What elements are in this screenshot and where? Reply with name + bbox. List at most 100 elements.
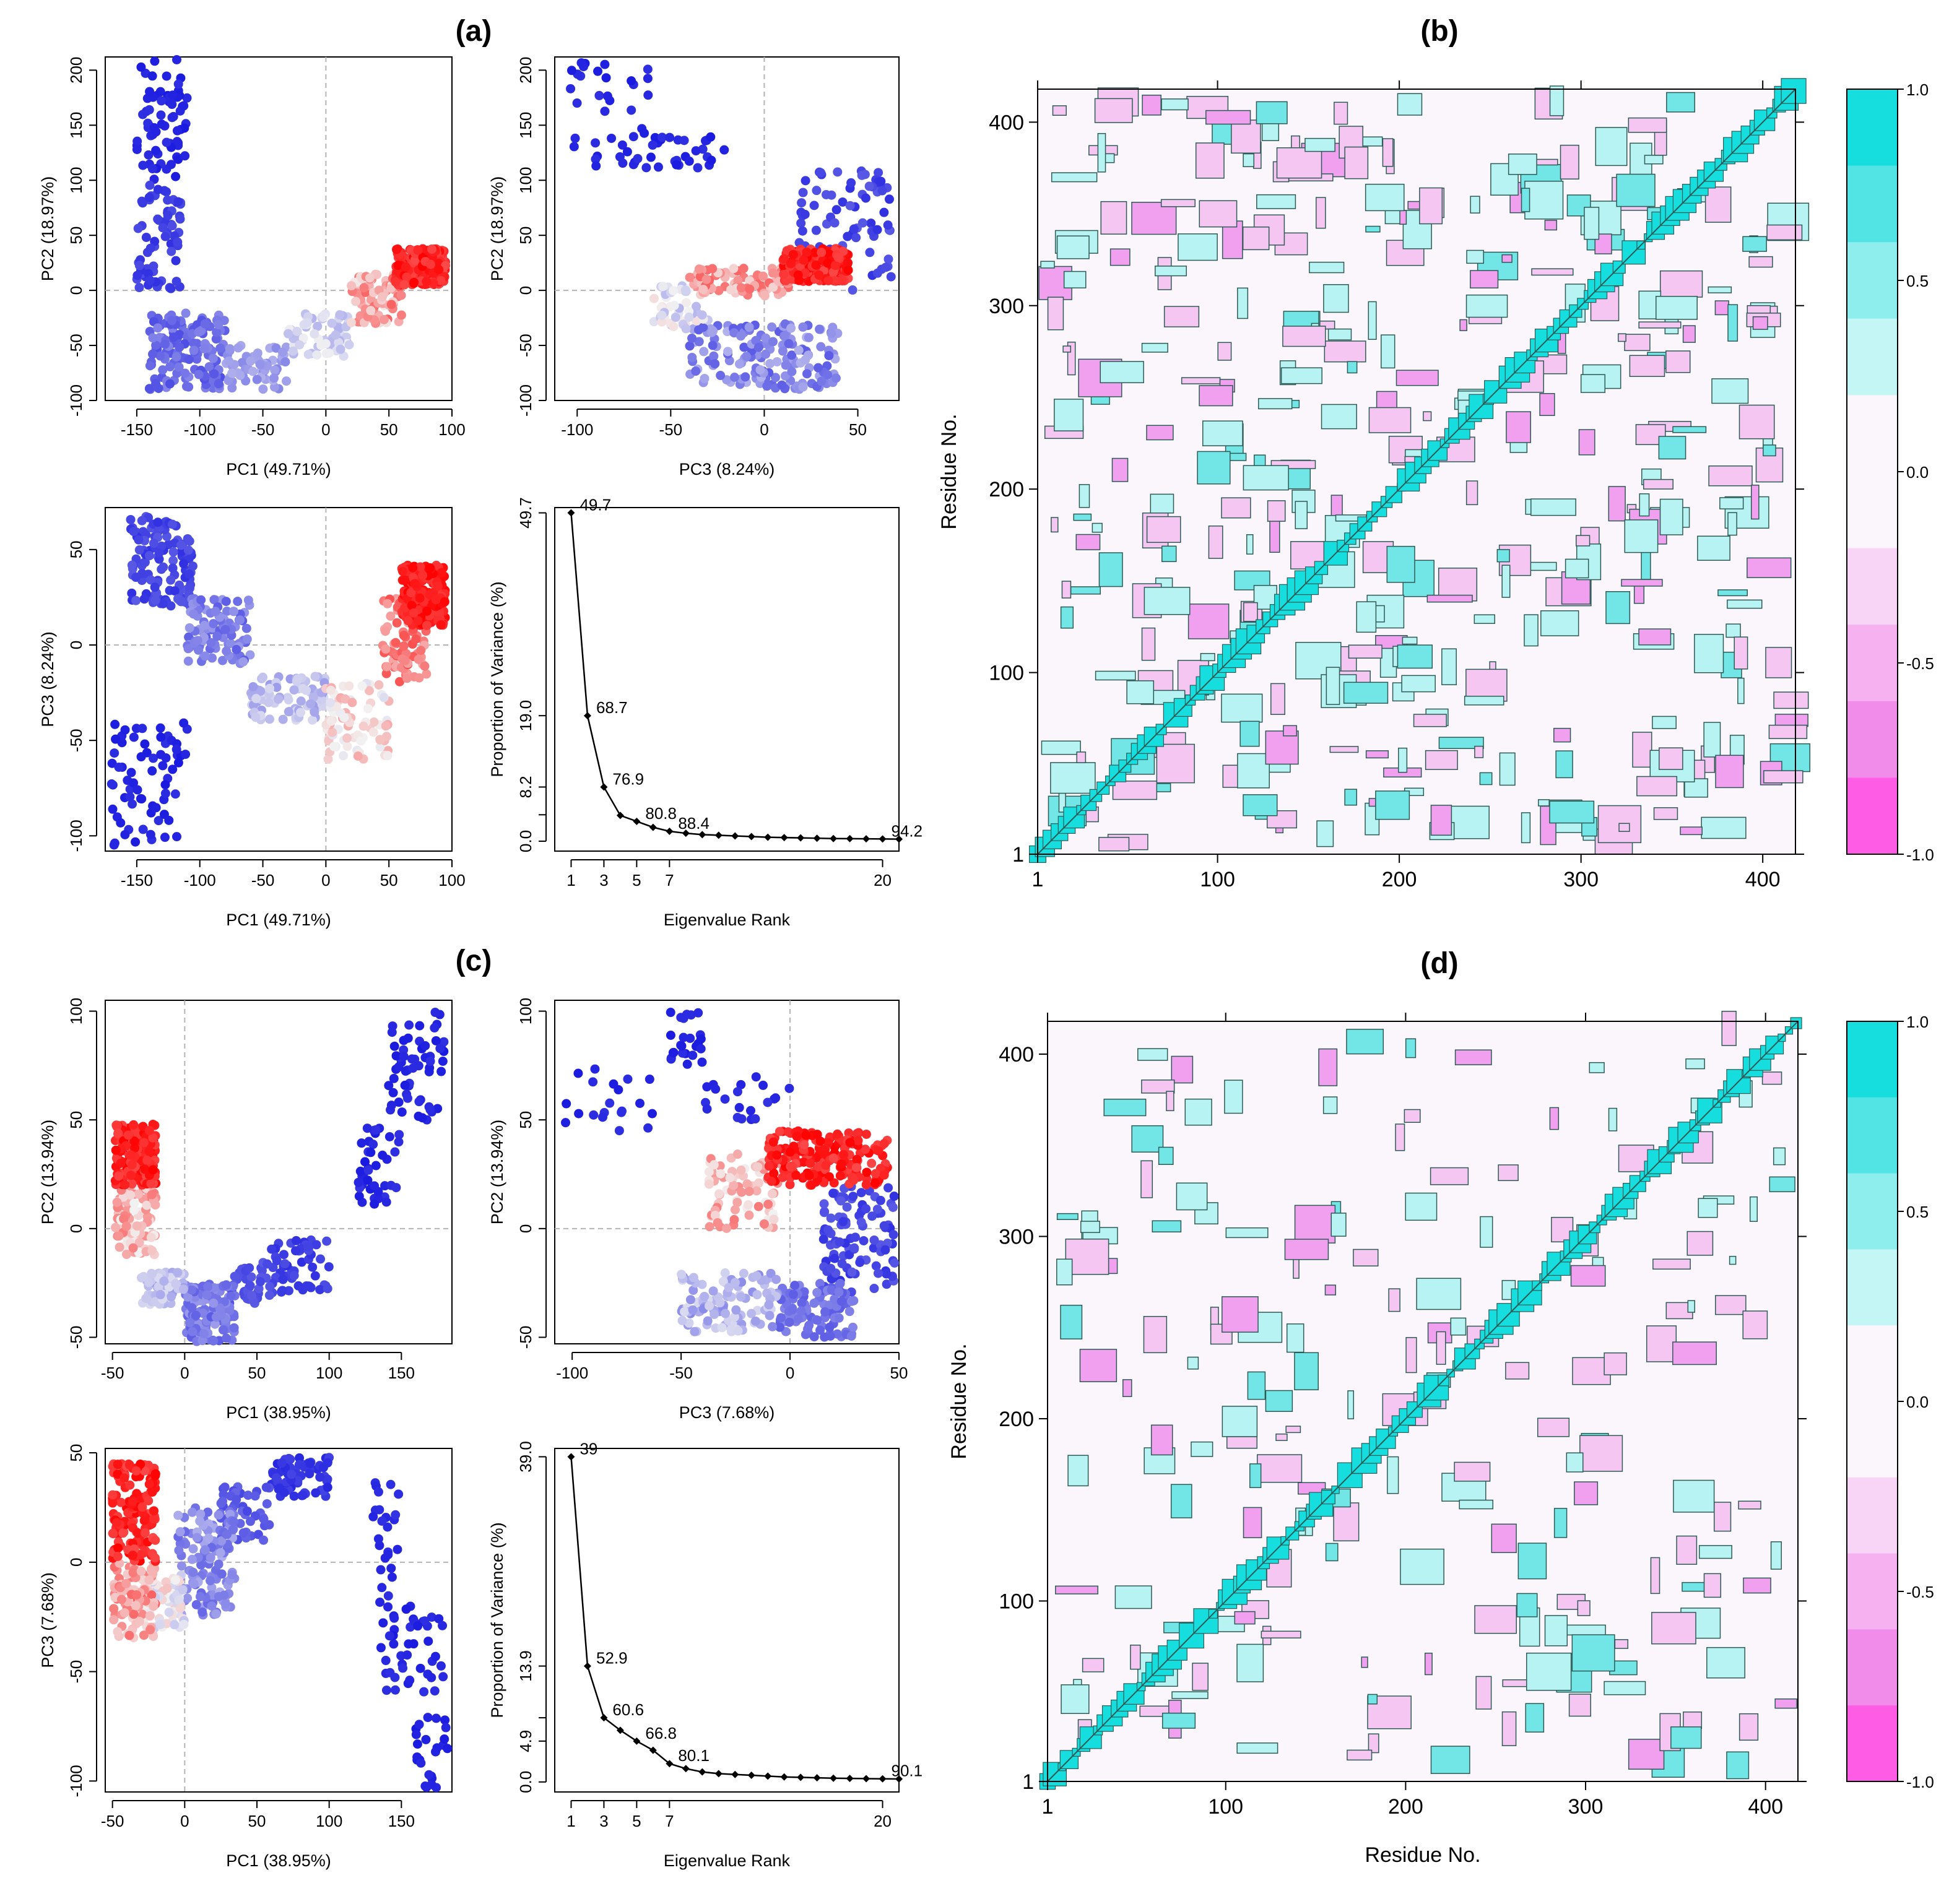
data-point — [729, 1312, 739, 1322]
x-tick-label: 0 — [760, 420, 768, 439]
negative-correlation-patch — [1368, 798, 1376, 807]
y-tick-label: 300 — [989, 295, 1024, 318]
data-point — [417, 1113, 427, 1123]
data-point — [111, 1222, 121, 1232]
y-tick-label: 50 — [67, 1444, 85, 1462]
data-point — [723, 347, 733, 357]
negative-correlation-patch — [1632, 732, 1652, 768]
data-point — [139, 1138, 149, 1148]
data-point — [704, 1301, 714, 1311]
data-point — [323, 1482, 332, 1492]
data-point — [128, 799, 137, 809]
x-tick-label: 100 — [438, 871, 465, 889]
y-axis-title: PC2 (13.94%) — [38, 1120, 57, 1225]
data-point — [693, 1008, 703, 1018]
data-point — [196, 595, 206, 605]
data-point — [227, 1570, 237, 1580]
data-point — [175, 342, 184, 352]
y-tick-label: 19.0 — [516, 700, 535, 732]
data-point — [326, 716, 336, 726]
data-point — [253, 348, 263, 358]
data-point — [618, 158, 628, 168]
negative-correlation-patch — [1752, 316, 1768, 330]
data-point — [120, 829, 130, 839]
data-point — [167, 100, 177, 110]
data-point — [677, 1041, 687, 1051]
data-point — [257, 1266, 267, 1276]
data-point — [390, 1672, 400, 1682]
data-point — [685, 341, 695, 351]
data-point — [697, 310, 707, 320]
data-point — [819, 1199, 829, 1209]
data-point — [171, 745, 181, 755]
data-point — [402, 1093, 412, 1103]
negative-correlation-patch — [1659, 747, 1683, 770]
data-point — [394, 1097, 404, 1107]
data-point — [793, 1314, 803, 1324]
data-point — [802, 247, 812, 257]
negative-correlation-patch — [1404, 1109, 1421, 1123]
data-point — [149, 753, 158, 763]
positive-correlation-patch — [1365, 183, 1405, 212]
negative-correlation-patch — [1683, 1711, 1703, 1729]
data-point — [802, 369, 812, 379]
positive-correlation-patch — [1397, 644, 1433, 669]
data-point — [779, 254, 789, 264]
data-point — [160, 833, 170, 842]
positive-correlation-patch — [1508, 154, 1537, 175]
data-point — [274, 1483, 284, 1493]
data-point — [772, 357, 782, 366]
data-point — [118, 1528, 128, 1538]
data-point — [600, 59, 610, 69]
data-point — [204, 1533, 214, 1543]
data-point — [111, 1518, 121, 1528]
data-point — [688, 1050, 698, 1060]
negative-correlation-patch — [1459, 319, 1467, 331]
data-point — [129, 1120, 139, 1130]
data-point — [809, 1332, 819, 1342]
data-point — [418, 570, 428, 580]
data-point — [830, 275, 840, 285]
data-point — [207, 653, 217, 663]
data-point — [218, 1496, 228, 1506]
x-axis-title: PC3 (8.24%) — [679, 460, 775, 478]
data-point — [154, 383, 163, 393]
y-axis-title: Proportion of Variance (%) — [488, 581, 506, 777]
data-point — [180, 123, 189, 133]
data-point — [360, 1157, 370, 1167]
data-point — [193, 636, 202, 646]
data-point — [433, 581, 443, 591]
data-point — [265, 1281, 275, 1291]
negative-correlation-patch — [1653, 807, 1678, 820]
data-point — [327, 318, 337, 328]
data-point — [178, 1585, 188, 1595]
data-point — [398, 1663, 408, 1673]
x-tick-label: 100 — [316, 1364, 342, 1382]
data-point — [160, 339, 170, 349]
negative-correlation-patch — [1430, 805, 1452, 836]
scree-point-label: 52.9 — [596, 1649, 628, 1668]
data-point — [248, 366, 258, 376]
negative-correlation-patch — [1763, 770, 1804, 784]
colorbar-band — [1847, 472, 1898, 549]
data-point — [386, 1564, 396, 1573]
data-point — [296, 696, 306, 706]
data-point — [736, 283, 746, 293]
data-point — [883, 1183, 893, 1193]
x-tick-label: 100 — [1200, 868, 1235, 891]
data-point — [389, 1073, 399, 1083]
y-axis-title: PC2 (18.97%) — [38, 176, 57, 282]
data-point — [402, 673, 412, 683]
data-point — [151, 340, 161, 350]
data-point — [245, 1281, 255, 1291]
data-point — [733, 1326, 743, 1336]
data-point — [131, 573, 141, 582]
data-point — [262, 1499, 272, 1508]
data-point — [214, 1510, 224, 1520]
data-point — [354, 1191, 364, 1201]
colorbar-band — [1847, 242, 1898, 319]
data-point — [145, 829, 155, 839]
data-point — [881, 262, 891, 272]
data-point — [672, 160, 682, 170]
